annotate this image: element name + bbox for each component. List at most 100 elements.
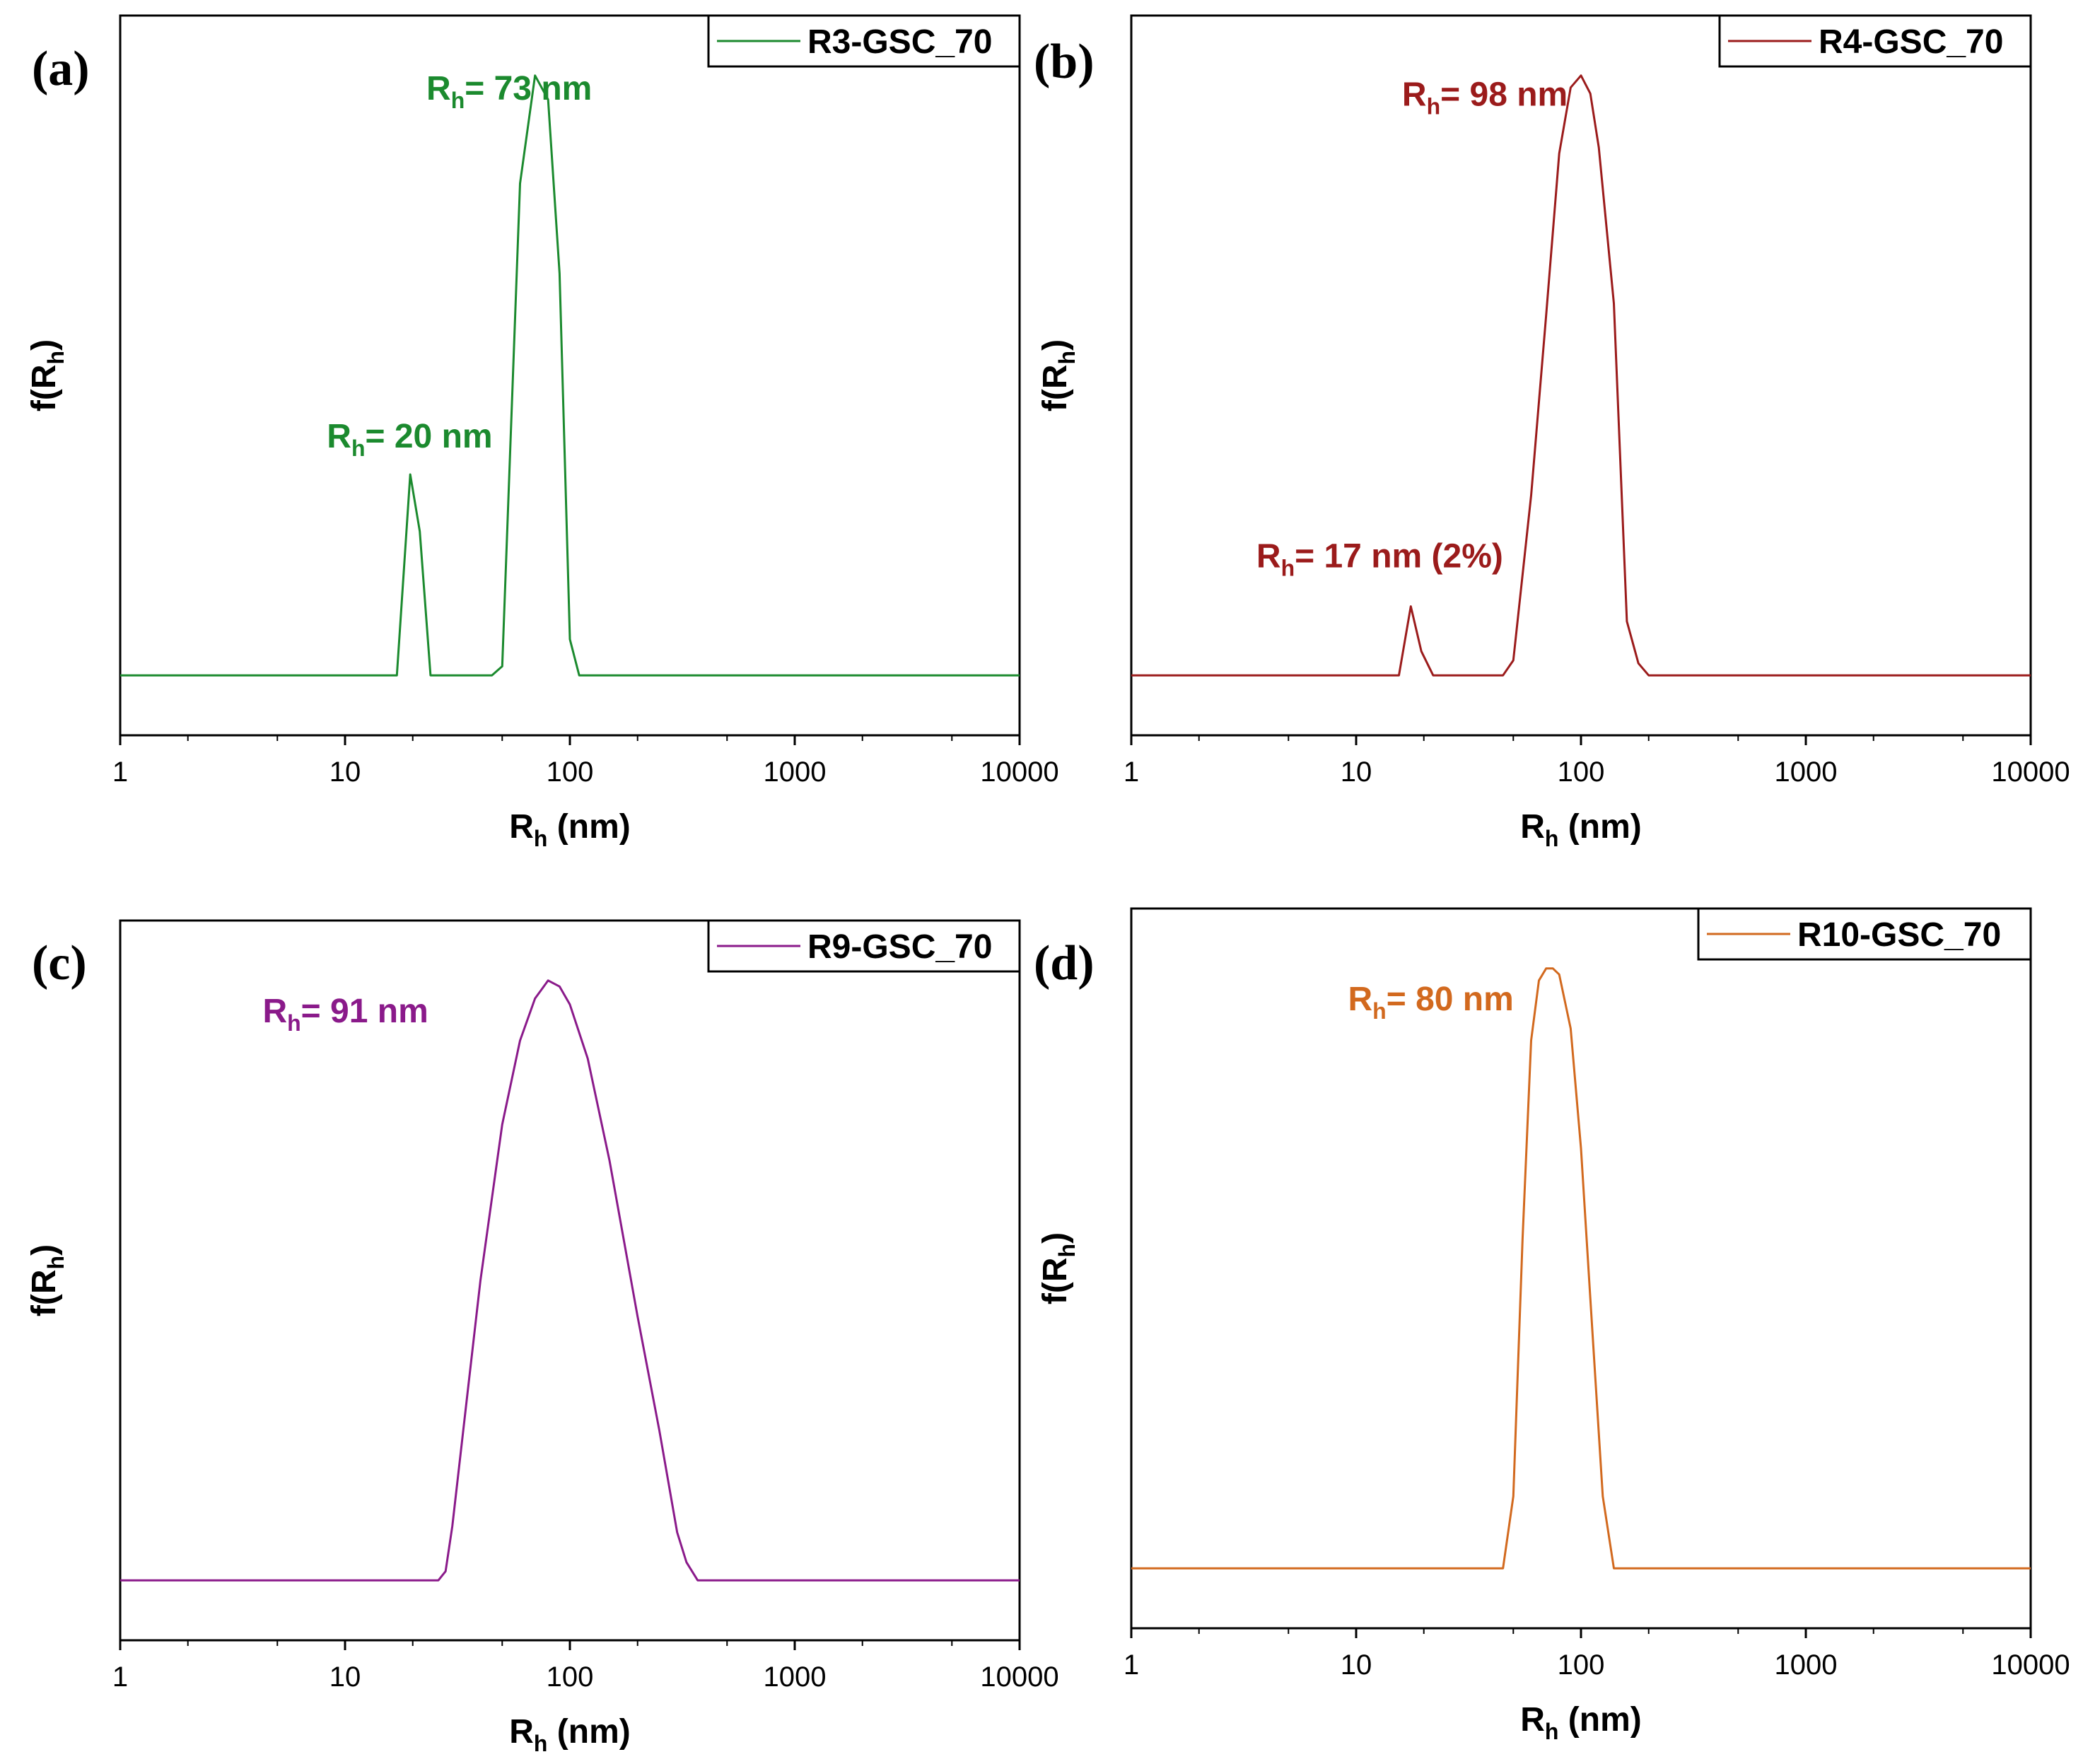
series-line (1131, 967, 2031, 1570)
x-axis-title-main: R (1520, 1701, 1545, 1739)
y-axis-title-main: f(R (25, 1269, 63, 1316)
y-axis-title: f(Rh) (1037, 1232, 1080, 1304)
panel-label: (a) (32, 42, 90, 96)
x-axis-title-tail: (nm) (547, 808, 630, 846)
x-tick-label: 100 (547, 1661, 594, 1693)
annotation-tail: = 73 nm (465, 70, 592, 107)
y-axis-title-sub: h (43, 351, 69, 365)
y-axis-title-tail: ) (25, 339, 63, 351)
peak-annotation: Rh= 73 nm (426, 70, 592, 113)
annotation-tail: = 91 nm (301, 993, 428, 1030)
annotation-sub: h (1427, 93, 1441, 119)
annotation-main: R (327, 418, 351, 455)
y-axis-title-sub: h (1054, 351, 1080, 365)
annotation-tail: = 20 nm (365, 418, 492, 455)
y-axis-title-main: f(R (25, 364, 63, 411)
legend: R10-GSC_70 (1697, 907, 2032, 961)
series-line (1131, 74, 2031, 677)
x-axis-title-main: R (509, 1713, 534, 1751)
panel-label: (b) (1034, 35, 1095, 89)
x-tick-label: 10000 (1991, 757, 2070, 788)
x-tick-label: 10 (1341, 757, 1372, 788)
x-tick-label: 10 (1341, 1649, 1372, 1681)
plot-frame (1130, 14, 2032, 737)
peak-annotation: Rh= 80 nm (1348, 981, 1513, 1024)
y-axis-title-tail: ) (25, 1244, 63, 1256)
annotation-sub: h (1372, 998, 1387, 1024)
x-tick-label: 100 (547, 757, 594, 788)
x-tick-label: 100 (1558, 1649, 1605, 1681)
legend: R9-GSC_70 (707, 919, 1021, 973)
series-line (120, 979, 1020, 1582)
annotation-main: R (426, 70, 451, 107)
y-axis-title: f(Rh) (1037, 339, 1080, 411)
annotation-main: R (262, 993, 287, 1030)
legend: R4-GSC_70 (1718, 14, 2032, 68)
x-axis-title-tail: (nm) (1558, 808, 1641, 846)
peak-annotation: Rh= 17 nm (2%) (1256, 537, 1503, 580)
x-tick-label: 10000 (980, 1661, 1058, 1693)
plot-frame (119, 919, 1021, 1642)
panel-label: (c) (32, 936, 87, 991)
annotation-sub: h (287, 1010, 301, 1036)
legend-label: R4-GSC_70 (1819, 23, 2003, 61)
x-axis-title-main: R (1520, 808, 1545, 846)
x-tick-label: 1 (112, 1661, 128, 1693)
peak-annotation: Rh= 91 nm (262, 993, 428, 1036)
y-axis-title-sub: h (1054, 1244, 1080, 1258)
y-axis-title-tail: ) (1037, 1232, 1074, 1244)
x-axis-title: Rh (nm) (509, 1713, 631, 1756)
y-axis-title-sub: h (43, 1256, 69, 1270)
legend: R3-GSC_70 (707, 14, 1021, 68)
x-axis-title: Rh (nm) (1520, 1701, 1642, 1744)
x-tick-label: 1000 (764, 757, 827, 788)
x-axis-title: Rh (nm) (509, 808, 631, 851)
x-axis-title-sub: h (534, 1731, 548, 1756)
panel-label: (d) (1034, 936, 1095, 991)
plot-frame (1130, 907, 2032, 1630)
x-axis-title: Rh (nm) (1520, 808, 1642, 851)
annotation-tail: = 17 nm (2%) (1295, 537, 1503, 575)
x-axis-title-tail: (nm) (1558, 1701, 1641, 1739)
y-axis-title-tail: ) (1037, 339, 1074, 351)
annotation-main: R (1402, 76, 1427, 113)
x-axis-title-sub: h (534, 826, 548, 851)
legend-label: R9-GSC_70 (807, 928, 992, 966)
x-tick-label: 1000 (1775, 1649, 1838, 1681)
x-tick-label: 1000 (764, 1661, 827, 1693)
x-tick-label: 100 (1558, 757, 1605, 788)
y-axis-title-main: f(R (1037, 364, 1074, 411)
y-axis-title-main: f(R (1037, 1257, 1074, 1304)
annotation-main: R (1348, 981, 1372, 1018)
annotation-sub: h (1281, 555, 1295, 580)
x-tick-label: 1 (1124, 1649, 1139, 1681)
annotation-tail: = 80 nm (1387, 981, 1514, 1018)
peak-annotation: Rh= 98 nm (1402, 76, 1568, 119)
legend-label: R3-GSC_70 (807, 23, 992, 61)
x-axis-title-tail: (nm) (547, 1713, 630, 1751)
annotation-main: R (1256, 537, 1281, 575)
x-tick-label: 1000 (1775, 757, 1838, 788)
annotation-tail: = 98 nm (1440, 76, 1568, 113)
x-tick-label: 10 (329, 1661, 361, 1693)
x-axis-title-sub: h (1545, 1719, 1559, 1744)
series-line (120, 74, 1020, 677)
x-axis-title-sub: h (1545, 826, 1559, 851)
x-tick-label: 10000 (980, 757, 1058, 788)
x-tick-label: 10 (329, 757, 361, 788)
annotation-sub: h (351, 436, 366, 461)
y-axis-title: f(Rh) (25, 339, 69, 411)
x-tick-label: 10000 (1991, 1649, 2070, 1681)
annotation-sub: h (451, 88, 465, 113)
legend-label: R10-GSC_70 (1797, 916, 2001, 954)
x-axis-title-main: R (509, 808, 534, 846)
x-tick-label: 1 (112, 757, 128, 788)
x-tick-label: 1 (1124, 757, 1139, 788)
peak-annotation: Rh= 20 nm (327, 418, 492, 461)
y-axis-title: f(Rh) (25, 1244, 69, 1316)
